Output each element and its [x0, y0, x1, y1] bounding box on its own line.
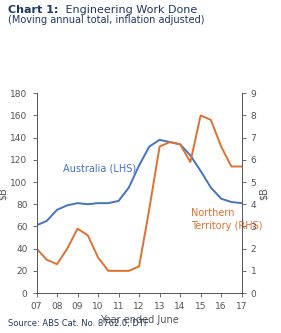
Y-axis label: $B: $B	[0, 187, 8, 199]
Text: (Moving annual total, inflation adjusted): (Moving annual total, inflation adjusted…	[8, 15, 205, 25]
Text: Source: ABS Cat. No. 8762.0, DTF: Source: ABS Cat. No. 8762.0, DTF	[8, 319, 149, 328]
X-axis label: Year ended June: Year ended June	[100, 315, 178, 325]
Text: Engineering Work Done: Engineering Work Done	[62, 5, 197, 15]
Text: Territory (RHS): Territory (RHS)	[191, 221, 263, 231]
Text: Northern: Northern	[191, 207, 235, 217]
Text: Australia (LHS): Australia (LHS)	[63, 163, 136, 173]
Text: Chart 1:: Chart 1:	[8, 5, 59, 15]
Y-axis label: $B: $B	[259, 187, 269, 199]
